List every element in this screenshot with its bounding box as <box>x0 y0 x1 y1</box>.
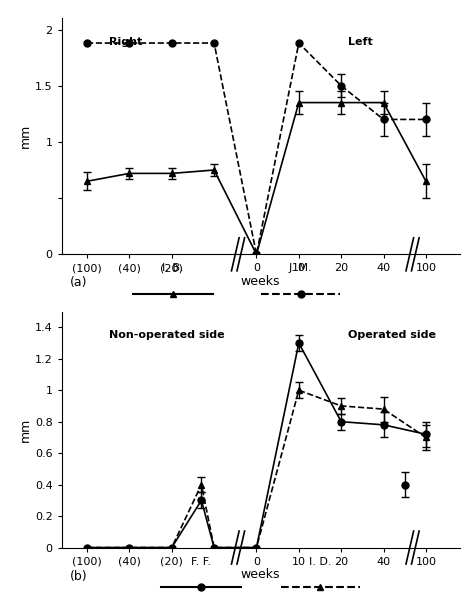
Text: Non-operated side: Non-operated side <box>109 331 225 340</box>
Text: I. B.: I. B. <box>162 264 184 273</box>
Text: Operated side: Operated side <box>348 331 436 340</box>
X-axis label: weeks: weeks <box>241 568 281 581</box>
Text: Left: Left <box>348 37 373 47</box>
X-axis label: weeks: weeks <box>241 274 281 288</box>
Text: J. M.: J. M. <box>289 264 312 273</box>
Text: (b): (b) <box>70 570 87 583</box>
Y-axis label: mm: mm <box>19 124 32 148</box>
Text: F. F.: F. F. <box>191 557 211 567</box>
Y-axis label: mm: mm <box>19 417 32 442</box>
Text: Right: Right <box>109 37 143 47</box>
Text: (a): (a) <box>70 276 87 289</box>
Text: I. D.: I. D. <box>309 557 332 567</box>
